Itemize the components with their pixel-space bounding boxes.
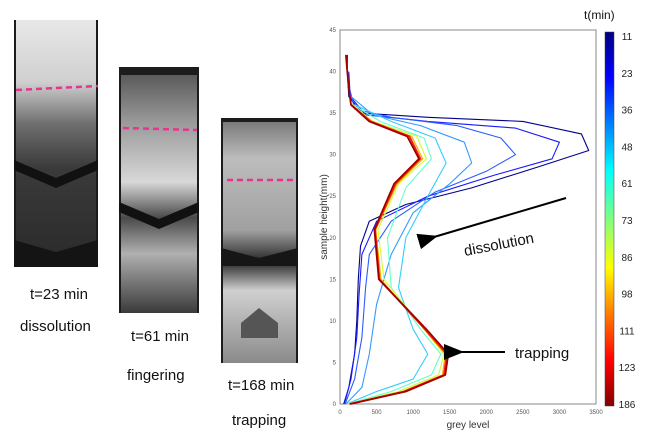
series-line-3	[344, 88, 517, 405]
y-tick-label: 40	[329, 70, 336, 76]
y-tick-label: 0	[333, 402, 337, 408]
colorbar-tick-label: 73	[621, 216, 633, 227]
x-axis-label: grey level	[447, 420, 490, 431]
ct-panel-dissolution	[14, 20, 98, 267]
colorbar-tick-label: 111	[619, 326, 635, 337]
panel-1-regime: dissolution	[20, 318, 91, 335]
series-line-2	[343, 71, 560, 405]
series-line-5	[346, 104, 447, 405]
x-tick-label: 1500	[443, 410, 457, 416]
y-tick-label: 35	[329, 111, 336, 117]
y-tick-label: 25	[329, 194, 336, 200]
series-line-10	[345, 54, 450, 405]
y-tick-label: 20	[329, 236, 336, 242]
x-tick-label: 3500	[589, 410, 603, 416]
panel-2-time: t=61 min	[131, 328, 189, 345]
colorbar-tick-label: 23	[621, 69, 633, 80]
panel-2-regime: fingering	[127, 367, 185, 384]
trapping-annotation: trapping	[515, 345, 569, 362]
colorbar-tick-label: 61	[621, 179, 633, 190]
panel-3-regime: trapping	[232, 412, 287, 429]
colorbar-tick-label: 186	[619, 400, 636, 411]
colorbar	[604, 31, 615, 407]
front-marker-line	[122, 126, 198, 132]
colorbar-tick-label: 86	[621, 253, 633, 264]
y-tick-label: 10	[329, 319, 336, 325]
plot-area	[339, 29, 597, 405]
colorbar-tick-label: 36	[621, 106, 633, 117]
x-tick-label: 0	[338, 410, 342, 416]
x-tick-label: 2000	[480, 410, 494, 416]
x-tick-label: 500	[372, 410, 383, 416]
y-axis-label: sample height(mm)	[319, 174, 330, 260]
ct-panel-fingering	[119, 67, 199, 313]
series-line-6	[347, 104, 442, 405]
x-tick-label: 2500	[516, 410, 530, 416]
colorbar-tick-label: 123	[619, 363, 636, 374]
panel-1-time: t=23 min	[30, 286, 88, 303]
x-tick-label: 1000	[406, 410, 420, 416]
colorbar-title: t(min)	[584, 8, 615, 22]
front-marker-line	[15, 84, 98, 92]
y-tick-label: 15	[329, 277, 336, 283]
x-tick-label: 3000	[553, 410, 567, 416]
colorbar-tick-label: 48	[621, 142, 633, 153]
series-line-7	[347, 104, 445, 405]
y-tick-label: 5	[333, 360, 337, 366]
y-tick-label: 45	[329, 28, 336, 34]
panel-3-time: t=168 min	[228, 377, 295, 394]
y-tick-label: 30	[329, 153, 336, 159]
colorbar-tick-label: 11	[622, 32, 633, 43]
ct-panel-trapping	[221, 118, 298, 363]
dissolution-arrow	[416, 197, 567, 250]
colorbar-tick-label: 98	[621, 290, 633, 301]
series-line-4	[345, 96, 473, 405]
